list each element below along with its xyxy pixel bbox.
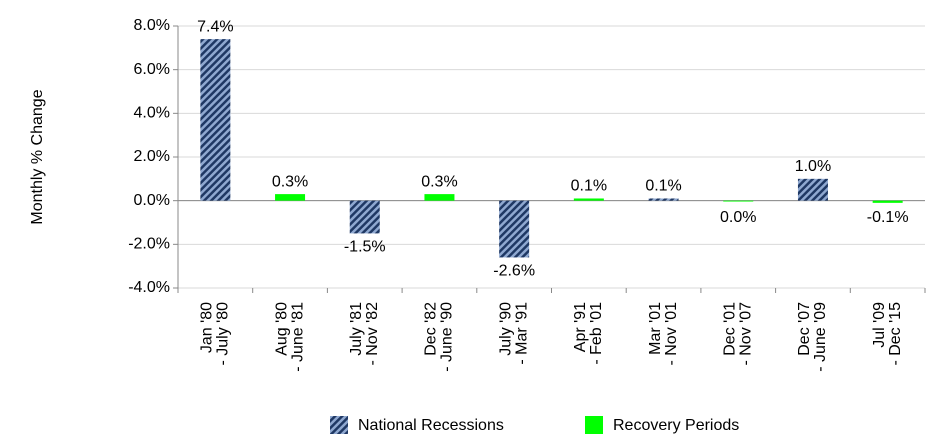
x-tick-label: - June '81	[289, 302, 306, 372]
x-tick-label: - Nov '01	[663, 302, 680, 366]
x-tick-label: Apr '91	[572, 302, 589, 352]
bar	[200, 39, 231, 201]
bar	[648, 198, 679, 201]
data-label: 1.0%	[795, 158, 831, 175]
data-label: -1.5%	[344, 239, 386, 256]
legend-label: National Recessions	[358, 417, 504, 434]
data-label: 7.4%	[197, 18, 233, 35]
data-label: 0.3%	[421, 173, 457, 190]
data-label: 0.1%	[571, 178, 607, 195]
data-label: 0.1%	[645, 178, 681, 195]
bar	[723, 200, 754, 202]
x-tick-label: - Dec '15	[887, 302, 904, 366]
x-tick-label: Mar '01	[647, 302, 664, 355]
x-tick-label: - Nov '82	[364, 302, 381, 366]
x-tick-label: - July '80	[215, 302, 232, 366]
data-label: 0.0%	[720, 209, 756, 226]
legend-label: Recovery Periods	[613, 417, 739, 434]
y-tick-label: 2.0%	[134, 148, 170, 165]
y-tick-label: 8.0%	[134, 17, 170, 34]
x-tick-label: Dec '01	[721, 302, 738, 356]
x-tick-label: Dec '82	[423, 302, 440, 356]
x-tick-label: - Feb '01	[588, 302, 605, 365]
x-tick-label: Dec '07	[796, 302, 813, 356]
x-tick-label: Jul '09	[871, 302, 888, 348]
bar	[349, 200, 380, 234]
y-tick-label: -2.0%	[128, 236, 170, 253]
y-axis-label: Monthly % Change	[29, 89, 46, 224]
legend-swatch	[585, 416, 603, 434]
x-tick-label: Aug '80	[273, 302, 290, 356]
bar	[424, 194, 455, 201]
data-label: -0.1%	[867, 209, 909, 226]
y-tick-label: 4.0%	[134, 105, 170, 122]
data-label: -2.6%	[493, 263, 535, 280]
x-tick-label: Jan '80	[199, 302, 216, 353]
y-tick-label: 0.0%	[134, 192, 170, 209]
y-tick-label: 6.0%	[134, 61, 170, 78]
bar	[797, 178, 828, 201]
x-tick-label: - Nov '07	[737, 302, 754, 366]
x-tick-label: - June '09	[812, 302, 829, 372]
bar	[499, 200, 530, 258]
bar	[275, 194, 306, 201]
y-tick-label: -4.0%	[128, 279, 170, 296]
legend-swatch	[330, 416, 348, 434]
x-tick-label: - Mar '91	[513, 302, 530, 365]
data-label: 0.3%	[272, 173, 308, 190]
x-tick-label: July '81	[348, 302, 365, 356]
x-tick-label: July '90	[497, 302, 514, 356]
bar	[573, 198, 604, 201]
x-tick-label: - June '90	[439, 302, 456, 372]
bar	[872, 200, 903, 203]
